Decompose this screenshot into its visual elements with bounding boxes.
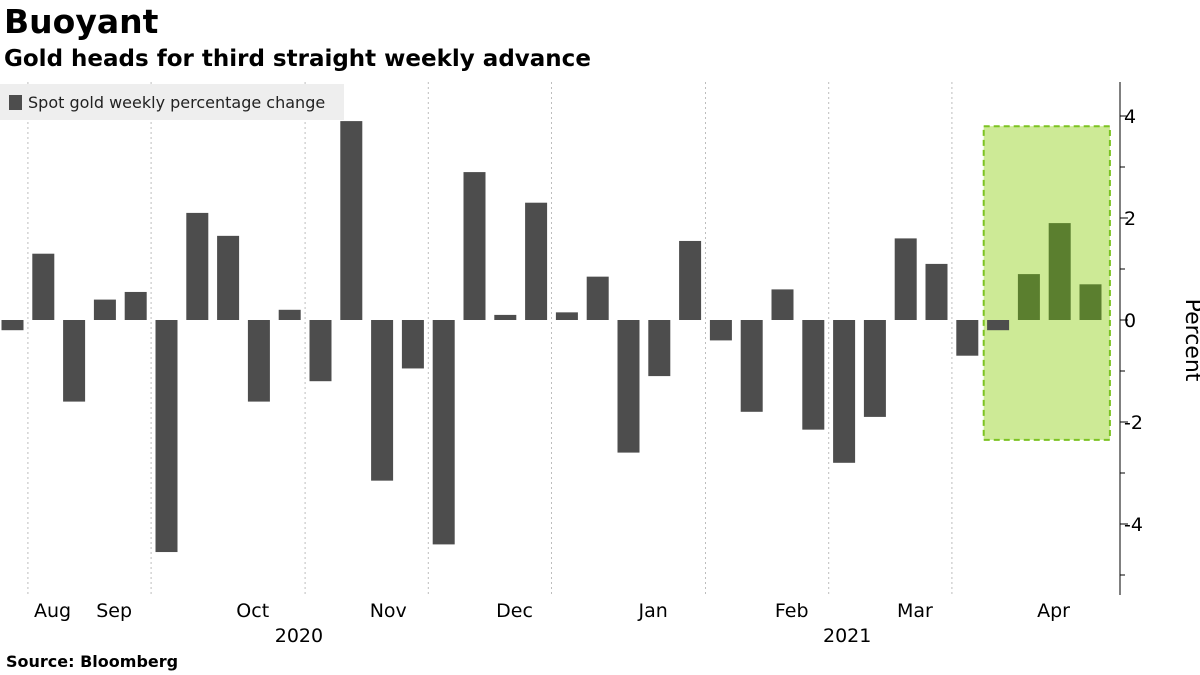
x-tick-label-oct: Oct — [236, 600, 269, 622]
x-year-label-2021: 2021 — [823, 625, 871, 647]
bar-13 — [401, 320, 424, 369]
legend-label: Spot gold weekly percentage change — [28, 93, 325, 112]
bar-18 — [555, 312, 578, 320]
bar-20 — [617, 320, 640, 453]
bar-22 — [679, 240, 702, 320]
bar-16 — [494, 314, 517, 320]
bar-19 — [586, 276, 609, 320]
bar-7 — [217, 235, 240, 320]
x-tick-label-aug: Aug — [34, 600, 71, 622]
bar-6 — [186, 212, 209, 320]
chart-subtitle: Gold heads for third straight weekly adv… — [4, 46, 591, 72]
bar-35 — [1079, 284, 1102, 320]
x-tick-label-jan: Jan — [637, 600, 667, 622]
y-axis: -4 -2 0 2 4 Percent — [1119, 82, 1200, 595]
bar-25 — [771, 289, 794, 320]
bar-28 — [863, 320, 886, 417]
bar-15 — [463, 172, 486, 320]
bar-1 — [32, 253, 55, 320]
highlight-region — [982, 125, 1111, 441]
y-tick-label: -4 — [1124, 514, 1143, 536]
legend-swatch — [9, 95, 22, 110]
source-note: Source: Bloomberg — [6, 652, 179, 671]
bar-21 — [648, 320, 671, 377]
bar-33 — [1017, 274, 1040, 320]
x-axis-labels: Aug Sep Oct Nov Dec Jan Feb Mar Apr 2020 2021 — [34, 600, 1070, 647]
highlight-box — [982, 125, 1111, 441]
y-axis-title: Percent — [1180, 299, 1200, 382]
bar-14 — [432, 320, 455, 545]
y-tick-label: 0 — [1124, 310, 1136, 332]
bar-17 — [525, 202, 548, 320]
legend: Spot gold weekly percentage change — [0, 84, 344, 120]
bar-30 — [925, 263, 948, 320]
bar-9 — [278, 309, 301, 320]
bar-26 — [802, 320, 825, 430]
bar-10 — [309, 320, 332, 382]
bar-5 — [155, 320, 178, 553]
x-tick-label-mar: Mar — [897, 600, 933, 622]
bar-34 — [1048, 223, 1071, 320]
bar-3 — [93, 299, 116, 320]
bar-2 — [63, 320, 86, 402]
bar-24 — [740, 320, 763, 412]
bar-8 — [247, 320, 270, 402]
bar-12 — [371, 320, 394, 481]
bar-23 — [709, 320, 732, 341]
bar-11 — [340, 121, 363, 320]
legend-box — [0, 84, 344, 120]
x-tick-label-dec: Dec — [496, 600, 533, 622]
gridlines — [27, 82, 953, 595]
y-tick-label: 4 — [1124, 106, 1136, 128]
x-tick-label-apr: Apr — [1037, 600, 1070, 622]
x-tick-label-feb: Feb — [775, 600, 809, 622]
bar-4 — [124, 291, 147, 320]
y-tick-label: 2 — [1124, 208, 1136, 230]
x-year-label-2020: 2020 — [275, 625, 323, 647]
bar-27 — [833, 320, 856, 463]
chart-title: Buoyant — [4, 2, 159, 41]
bar-29 — [894, 238, 917, 320]
x-tick-label-sep: Sep — [96, 600, 132, 622]
bars — [1, 121, 1102, 553]
y-tick-label: -2 — [1124, 412, 1143, 434]
bar-31 — [956, 320, 979, 356]
bar-32 — [987, 320, 1010, 331]
bar-0 — [1, 320, 24, 331]
x-tick-label-nov: Nov — [370, 600, 407, 622]
